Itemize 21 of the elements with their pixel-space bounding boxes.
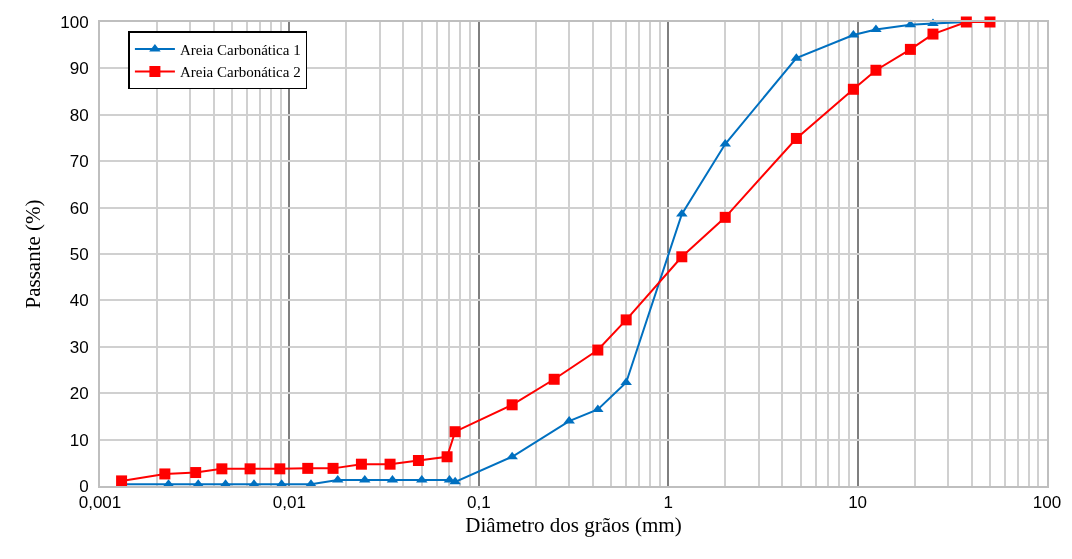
x-tick-label: 0,01 [272,493,306,513]
y-tick-label: 20 [69,384,89,404]
y-tick-label: 100 [60,12,89,32]
y-axis-title: Passante (%) [20,199,45,309]
y-tick-label: 70 [69,152,89,172]
x-tick-label: 10 [848,493,868,513]
legend-label: Areia Carbonática 2 [179,64,301,81]
legend-label: Areia Carbonática 1 [179,41,301,58]
x-tick-label: 0,001 [78,493,122,513]
y-tick-label: 80 [69,105,89,125]
x-tick-label: 0,1 [466,493,491,513]
x-tick-label: 1 [663,493,673,513]
y-tick-label: 60 [69,198,89,218]
y-tick-label: 30 [69,337,89,357]
x-tick-label: 100 [1032,493,1062,513]
y-tick-label: 90 [69,59,89,79]
y-tick-label: 40 [69,291,89,311]
y-tick-label: 10 [69,430,89,450]
y-tick-label: 0 [79,476,89,496]
x-axis-title: Diâmetro dos grãos (mm) [465,513,682,538]
y-tick-label: 50 [69,244,89,264]
